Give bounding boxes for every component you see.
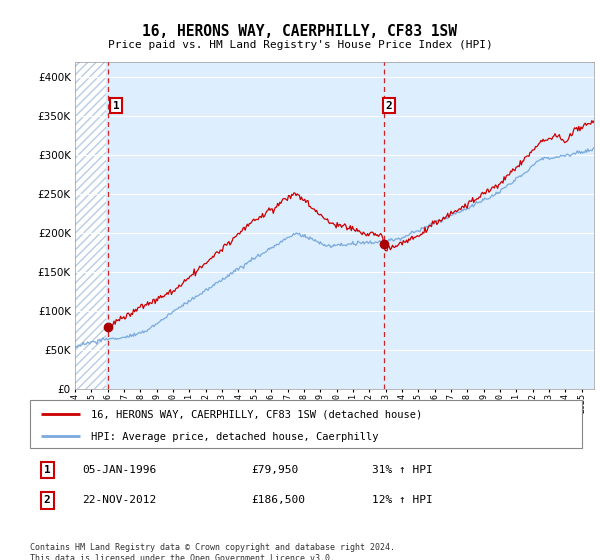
Text: 2: 2 [44, 496, 50, 506]
Text: 2: 2 [386, 101, 392, 111]
Text: 16, HERONS WAY, CAERPHILLY, CF83 1SW (detached house): 16, HERONS WAY, CAERPHILLY, CF83 1SW (de… [91, 410, 422, 419]
Text: Contains HM Land Registry data © Crown copyright and database right 2024.
This d: Contains HM Land Registry data © Crown c… [30, 543, 395, 560]
Text: HPI: Average price, detached house, Caerphilly: HPI: Average price, detached house, Caer… [91, 432, 378, 442]
Text: 1: 1 [113, 101, 119, 111]
FancyBboxPatch shape [30, 400, 582, 448]
Text: 31% ↑ HPI: 31% ↑ HPI [372, 465, 433, 475]
Text: 12% ↑ HPI: 12% ↑ HPI [372, 496, 433, 506]
Text: 05-JAN-1996: 05-JAN-1996 [82, 465, 157, 475]
Text: 1: 1 [44, 465, 50, 475]
Text: 22-NOV-2012: 22-NOV-2012 [82, 496, 157, 506]
Text: 16, HERONS WAY, CAERPHILLY, CF83 1SW: 16, HERONS WAY, CAERPHILLY, CF83 1SW [143, 24, 458, 39]
Text: Price paid vs. HM Land Registry's House Price Index (HPI): Price paid vs. HM Land Registry's House … [107, 40, 493, 50]
Text: £79,950: £79,950 [251, 465, 298, 475]
Text: £186,500: £186,500 [251, 496, 305, 506]
